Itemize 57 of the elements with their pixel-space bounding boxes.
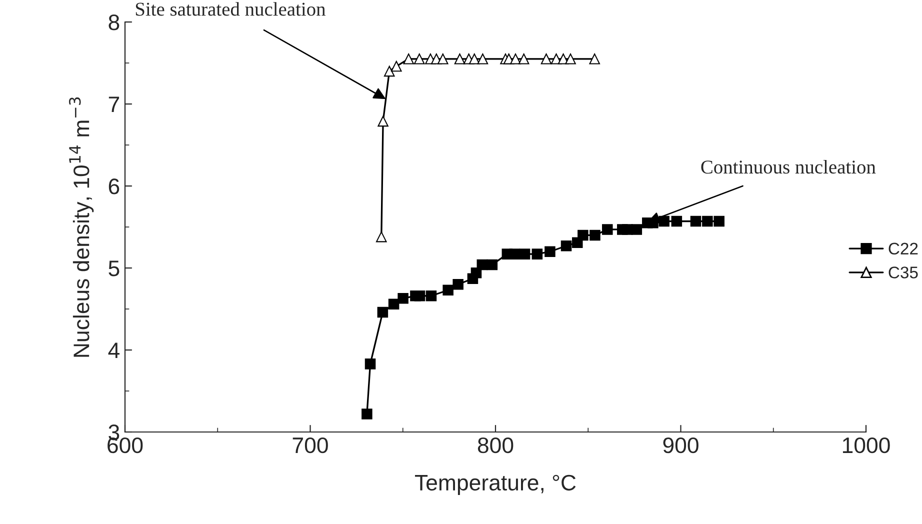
point bbox=[376, 231, 387, 242]
point bbox=[398, 292, 408, 304]
annotation: Continuous nucleation bbox=[701, 160, 876, 174]
point bbox=[544, 246, 556, 257]
point bbox=[602, 224, 613, 235]
x-tick-label: 800 bbox=[478, 437, 514, 454]
point bbox=[589, 54, 600, 64]
x-axis-title: Temperature, °C bbox=[414, 474, 576, 495]
point bbox=[540, 54, 552, 64]
point bbox=[714, 216, 724, 227]
point bbox=[690, 216, 702, 227]
annotation: Site saturated nucleation bbox=[136, 2, 326, 16]
point bbox=[452, 279, 464, 290]
x-tick-label: 1000 bbox=[842, 437, 890, 454]
point bbox=[631, 224, 642, 235]
point bbox=[426, 290, 437, 302]
point bbox=[509, 248, 520, 260]
point bbox=[590, 230, 600, 241]
point bbox=[384, 66, 395, 77]
y-axis-title: Nucleus density, 10$^{14}$ m$^{−3}$ bbox=[69, 97, 94, 357]
point bbox=[671, 216, 682, 227]
point bbox=[532, 248, 543, 260]
point bbox=[403, 54, 414, 64]
x-tick-label: 700 bbox=[292, 437, 328, 454]
point bbox=[438, 54, 448, 64]
point bbox=[469, 54, 480, 64]
legend-label: C35 bbox=[888, 266, 918, 278]
legend-label: C22 bbox=[888, 242, 918, 255]
point bbox=[364, 358, 376, 370]
point bbox=[622, 224, 633, 235]
y-tick-label: 7 bbox=[108, 96, 120, 112]
y-tick-label: 8 bbox=[108, 14, 120, 30]
point bbox=[486, 259, 498, 270]
point bbox=[702, 216, 713, 227]
point bbox=[519, 248, 530, 260]
point bbox=[578, 230, 588, 241]
point bbox=[391, 60, 402, 72]
point bbox=[378, 116, 388, 127]
point bbox=[476, 259, 488, 270]
point bbox=[454, 54, 466, 64]
point bbox=[442, 284, 454, 296]
point bbox=[377, 306, 388, 318]
point bbox=[558, 54, 569, 64]
point bbox=[470, 268, 482, 278]
y-tick-label: 5 bbox=[108, 260, 120, 276]
point bbox=[477, 54, 488, 64]
y-tick-label: 4 bbox=[108, 342, 120, 358]
x-tick-label: 900 bbox=[663, 437, 698, 454]
point bbox=[362, 408, 372, 420]
point bbox=[560, 240, 572, 252]
point bbox=[388, 298, 400, 310]
y-tick-label: 6 bbox=[108, 178, 120, 194]
point bbox=[414, 54, 425, 64]
point bbox=[565, 54, 576, 64]
point bbox=[510, 54, 521, 64]
point bbox=[518, 54, 530, 64]
point bbox=[414, 290, 426, 302]
